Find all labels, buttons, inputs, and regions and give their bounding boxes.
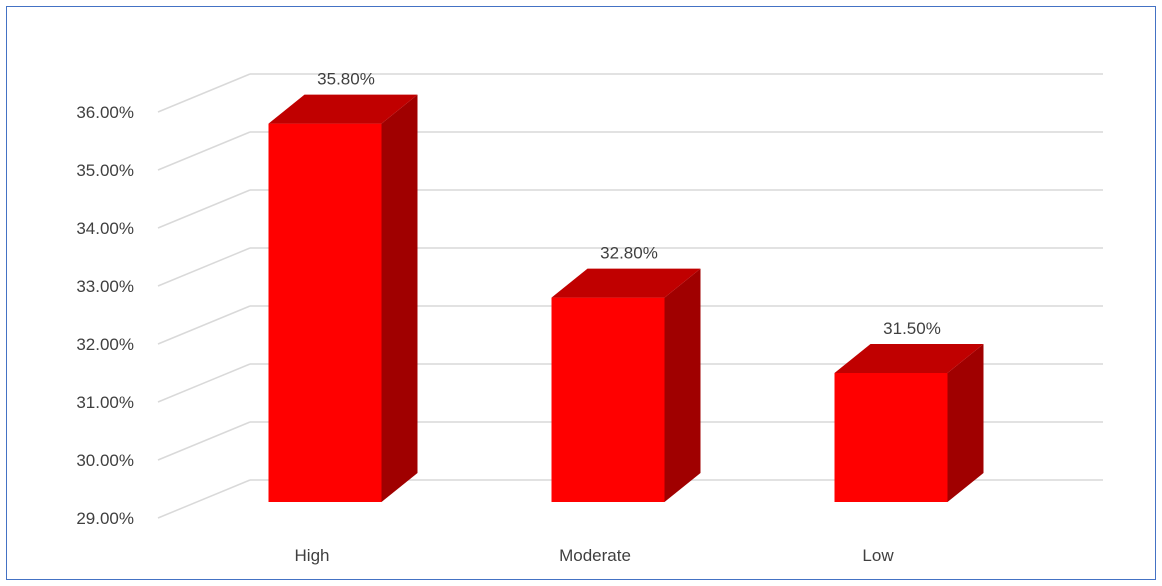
bar-top [834,344,984,373]
bar-side [947,344,984,502]
bar-front [834,373,948,502]
y-tick-label: 33.00% [76,277,134,296]
x-tick-label: Moderate [559,546,631,565]
gridline-side [157,73,251,113]
data-label: 31.50% [883,319,941,338]
bar-front [268,123,382,502]
bar-top [551,268,701,298]
bar-side [381,94,418,502]
bar-side [664,268,701,502]
y-tick-label: 31.00% [76,393,134,412]
gridline-side [157,479,251,519]
gridline-side [157,305,251,345]
x-tick-label: Low [862,546,894,565]
y-tick-label: 32.00% [76,335,134,354]
y-tick-label: 36.00% [76,103,134,122]
gridline-side [157,363,251,403]
gridline-side [157,131,251,171]
y-tick-label: 30.00% [76,451,134,470]
gridline-side [157,189,251,229]
data-label: 32.80% [600,244,658,263]
data-label: 35.80% [317,70,375,89]
gridline-side [157,247,251,287]
gridline-side [157,421,251,461]
y-tick-label: 35.00% [76,161,134,180]
bar-front [551,297,665,502]
x-tick-label: High [295,546,330,565]
y-tick-label: 34.00% [76,219,134,238]
y-tick-label: 29.00% [76,509,134,528]
bar-top [268,94,418,124]
